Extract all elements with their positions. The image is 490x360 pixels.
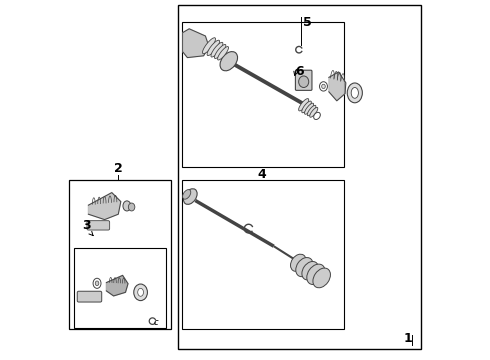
Ellipse shape [123,201,131,211]
Ellipse shape [307,264,325,284]
Bar [74,248,166,328]
Ellipse shape [95,281,99,286]
Ellipse shape [302,101,311,113]
Ellipse shape [298,99,309,111]
Ellipse shape [351,87,358,98]
Ellipse shape [202,38,216,54]
Ellipse shape [319,82,327,91]
FancyBboxPatch shape [77,291,102,302]
Polygon shape [106,275,128,296]
Text: 2: 2 [114,162,122,175]
Ellipse shape [183,190,191,199]
Ellipse shape [291,254,306,271]
Ellipse shape [215,44,226,59]
Text: 1: 1 [404,332,413,345]
Bar [178,5,421,349]
Text: 6: 6 [295,65,304,78]
Bar [69,180,171,329]
FancyBboxPatch shape [87,221,110,230]
Ellipse shape [218,46,228,60]
FancyBboxPatch shape [295,70,312,90]
Text: 3: 3 [82,219,91,232]
Ellipse shape [298,76,309,87]
Ellipse shape [347,83,363,103]
Ellipse shape [302,261,318,280]
Ellipse shape [138,288,144,296]
Ellipse shape [321,84,325,89]
Ellipse shape [296,257,313,277]
Polygon shape [183,29,209,58]
Ellipse shape [134,284,147,301]
Ellipse shape [304,103,314,114]
Bar [182,180,344,329]
Ellipse shape [183,189,197,204]
Text: 5: 5 [303,16,311,29]
Polygon shape [88,193,121,220]
Ellipse shape [128,203,135,211]
Ellipse shape [211,42,223,57]
Ellipse shape [207,40,220,55]
Ellipse shape [310,107,318,117]
Ellipse shape [314,112,320,120]
Ellipse shape [313,268,330,288]
Ellipse shape [307,105,316,116]
Bar [182,22,344,167]
Text: c: c [154,318,159,327]
Ellipse shape [220,51,238,71]
Polygon shape [329,72,346,101]
Text: 4: 4 [258,168,267,181]
Ellipse shape [93,278,101,288]
